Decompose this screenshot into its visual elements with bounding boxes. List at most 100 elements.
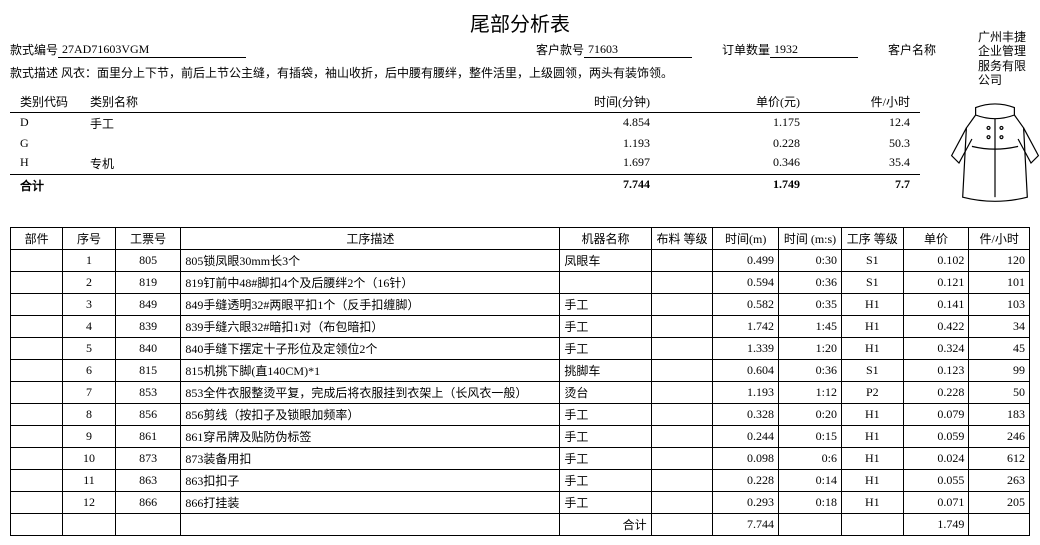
cust-no-value: 71603: [584, 42, 692, 58]
det-h-desc: 工序描述: [181, 228, 560, 250]
sum-h-rate: 件/小时: [820, 93, 920, 110]
cell-grade: [651, 448, 713, 470]
cell-tmin: 0.594: [713, 272, 779, 294]
det-h-part: 部件: [11, 228, 63, 250]
sum-code: H: [10, 155, 90, 172]
cell-tms: 0:30: [779, 250, 842, 272]
cell-desc: 856剪线（按扣子及锁眼加频率）: [181, 404, 560, 426]
cell-tms: 0:6: [779, 448, 842, 470]
report-title: 尾部分析表: [10, 8, 1030, 37]
cell-up: 0.079: [903, 404, 969, 426]
cell-mach: 手工: [560, 338, 651, 360]
cell-mach: 凤眼车: [560, 250, 651, 272]
company-l1: 广州丰捷: [978, 30, 1026, 44]
cell-ph: 99: [969, 360, 1030, 382]
cell-seq: 5: [63, 338, 115, 360]
sum-price: 1.175: [680, 115, 820, 132]
cell-tk: 819: [115, 272, 181, 294]
company-l3: 服务有限: [978, 59, 1026, 73]
cell-desc: 840手缝下摆定十子形位及定领位2个: [181, 338, 560, 360]
cell-tk: 873: [115, 448, 181, 470]
cell-up: 0.071: [903, 492, 969, 514]
cell-grade: [651, 360, 713, 382]
garment-sketch: [920, 91, 1040, 215]
cell-desc: 819钉前中48#脚扣4个及后腰绊2个（16针）: [181, 272, 560, 294]
table-row: 2819819钉前中48#脚扣4个及后腰绊2个（16针）0.5940:36S10…: [11, 272, 1030, 294]
cell-ph: 103: [969, 294, 1030, 316]
cell-grade: [651, 382, 713, 404]
cell-desc: 861穿吊牌及贴防伪标签: [181, 426, 560, 448]
cell-mach: 手工: [560, 426, 651, 448]
cell-tms: 1:45: [779, 316, 842, 338]
cell-mach: 烫台: [560, 382, 651, 404]
det-h-tmin: 时间(m): [713, 228, 779, 250]
cell-mach: 手工: [560, 316, 651, 338]
cell-proc: H1: [842, 338, 904, 360]
cell-mach: 手工: [560, 470, 651, 492]
desc-label: 款式描述: [10, 66, 58, 80]
order-qty-value: 1932: [770, 42, 858, 58]
desc-row: 款式描述 风衣：面里分上下节，前后上节公主缝，有插袋，袖山收折，后中腰有腰绊，整…: [10, 64, 1030, 81]
cell-up: 0.422: [903, 316, 969, 338]
table-row: 8856856剪线（按扣子及锁眼加频率）手工0.3280:20H10.07918…: [11, 404, 1030, 426]
det-total-label: 合计: [560, 514, 651, 536]
det-h-tms: 时间 (m:s): [779, 228, 842, 250]
cell-ph: 101: [969, 272, 1030, 294]
det-h-mach: 机器名称: [560, 228, 651, 250]
detail-table: 部件 序号 工票号 工序描述 机器名称 布料 等级 时间(m) 时间 (m:s)…: [10, 227, 1030, 536]
cell-ph: 205: [969, 492, 1030, 514]
cell-seq: 11: [63, 470, 115, 492]
cell-desc: 815机挑下脚(直140CM)*1: [181, 360, 560, 382]
det-h-ph: 件/小时: [969, 228, 1030, 250]
det-total-tmin: 7.744: [713, 514, 779, 536]
cell-up: 0.123: [903, 360, 969, 382]
sum-rate: 12.4: [820, 115, 920, 132]
cell-desc: 849手缝透明32#两眼平扣1个（反手扣缠脚）: [181, 294, 560, 316]
cell-proc: H1: [842, 448, 904, 470]
summary-row: D手工4.8541.17512.4: [10, 113, 920, 134]
cell-up: 0.324: [903, 338, 969, 360]
cell-seq: 8: [63, 404, 115, 426]
cell-tk: 866: [115, 492, 181, 514]
cust-no-label: 客户款号: [536, 41, 584, 58]
cell-tmin: 1.193: [713, 382, 779, 404]
sum-h-time: 时间(分钟): [530, 93, 680, 110]
cell-proc: P2: [842, 382, 904, 404]
cell-up: 0.141: [903, 294, 969, 316]
cell-tk: 856: [115, 404, 181, 426]
cell-mach: 手工: [560, 492, 651, 514]
cell-tms: 0:18: [779, 492, 842, 514]
sum-name: 专机: [90, 155, 530, 172]
company-l2: 企业管理: [978, 44, 1026, 58]
cell-ph: 263: [969, 470, 1030, 492]
cell-grade: [651, 316, 713, 338]
cell-ph: 120: [969, 250, 1030, 272]
cell-up: 0.059: [903, 426, 969, 448]
sum-time: 4.854: [530, 115, 680, 132]
cell-up: 0.121: [903, 272, 969, 294]
sum-price: 0.228: [680, 136, 820, 151]
cell-grade: [651, 426, 713, 448]
cell-tk: 815: [115, 360, 181, 382]
cell-mach: 手工: [560, 294, 651, 316]
cell-tmin: 0.098: [713, 448, 779, 470]
cell-seq: 9: [63, 426, 115, 448]
cell-grade: [651, 294, 713, 316]
sum-total-label: 合计: [10, 177, 90, 194]
cell-proc: H1: [842, 404, 904, 426]
det-total-up: 1.749: [903, 514, 969, 536]
company-l4: 公司: [978, 73, 1026, 87]
table-row: 12866866打挂装手工0.2930:18H10.071205: [11, 492, 1030, 514]
cell-seq: 2: [63, 272, 115, 294]
cell-tms: 1:12: [779, 382, 842, 404]
cell-grade: [651, 338, 713, 360]
table-row: 10873873装备用扣手工0.0980:6H10.024612: [11, 448, 1030, 470]
cell-tmin: 1.339: [713, 338, 779, 360]
cell-tmin: 0.244: [713, 426, 779, 448]
cell-tms: 0:35: [779, 294, 842, 316]
cell-tmin: 0.228: [713, 470, 779, 492]
cell-desc: 853全件衣服整烫平复，完成后将衣服挂到衣架上（长风衣一般）: [181, 382, 560, 404]
table-row: 3849849手缝透明32#两眼平扣1个（反手扣缠脚）手工0.5820:35H1…: [11, 294, 1030, 316]
sum-name: [90, 136, 530, 151]
cell-tk: 861: [115, 426, 181, 448]
